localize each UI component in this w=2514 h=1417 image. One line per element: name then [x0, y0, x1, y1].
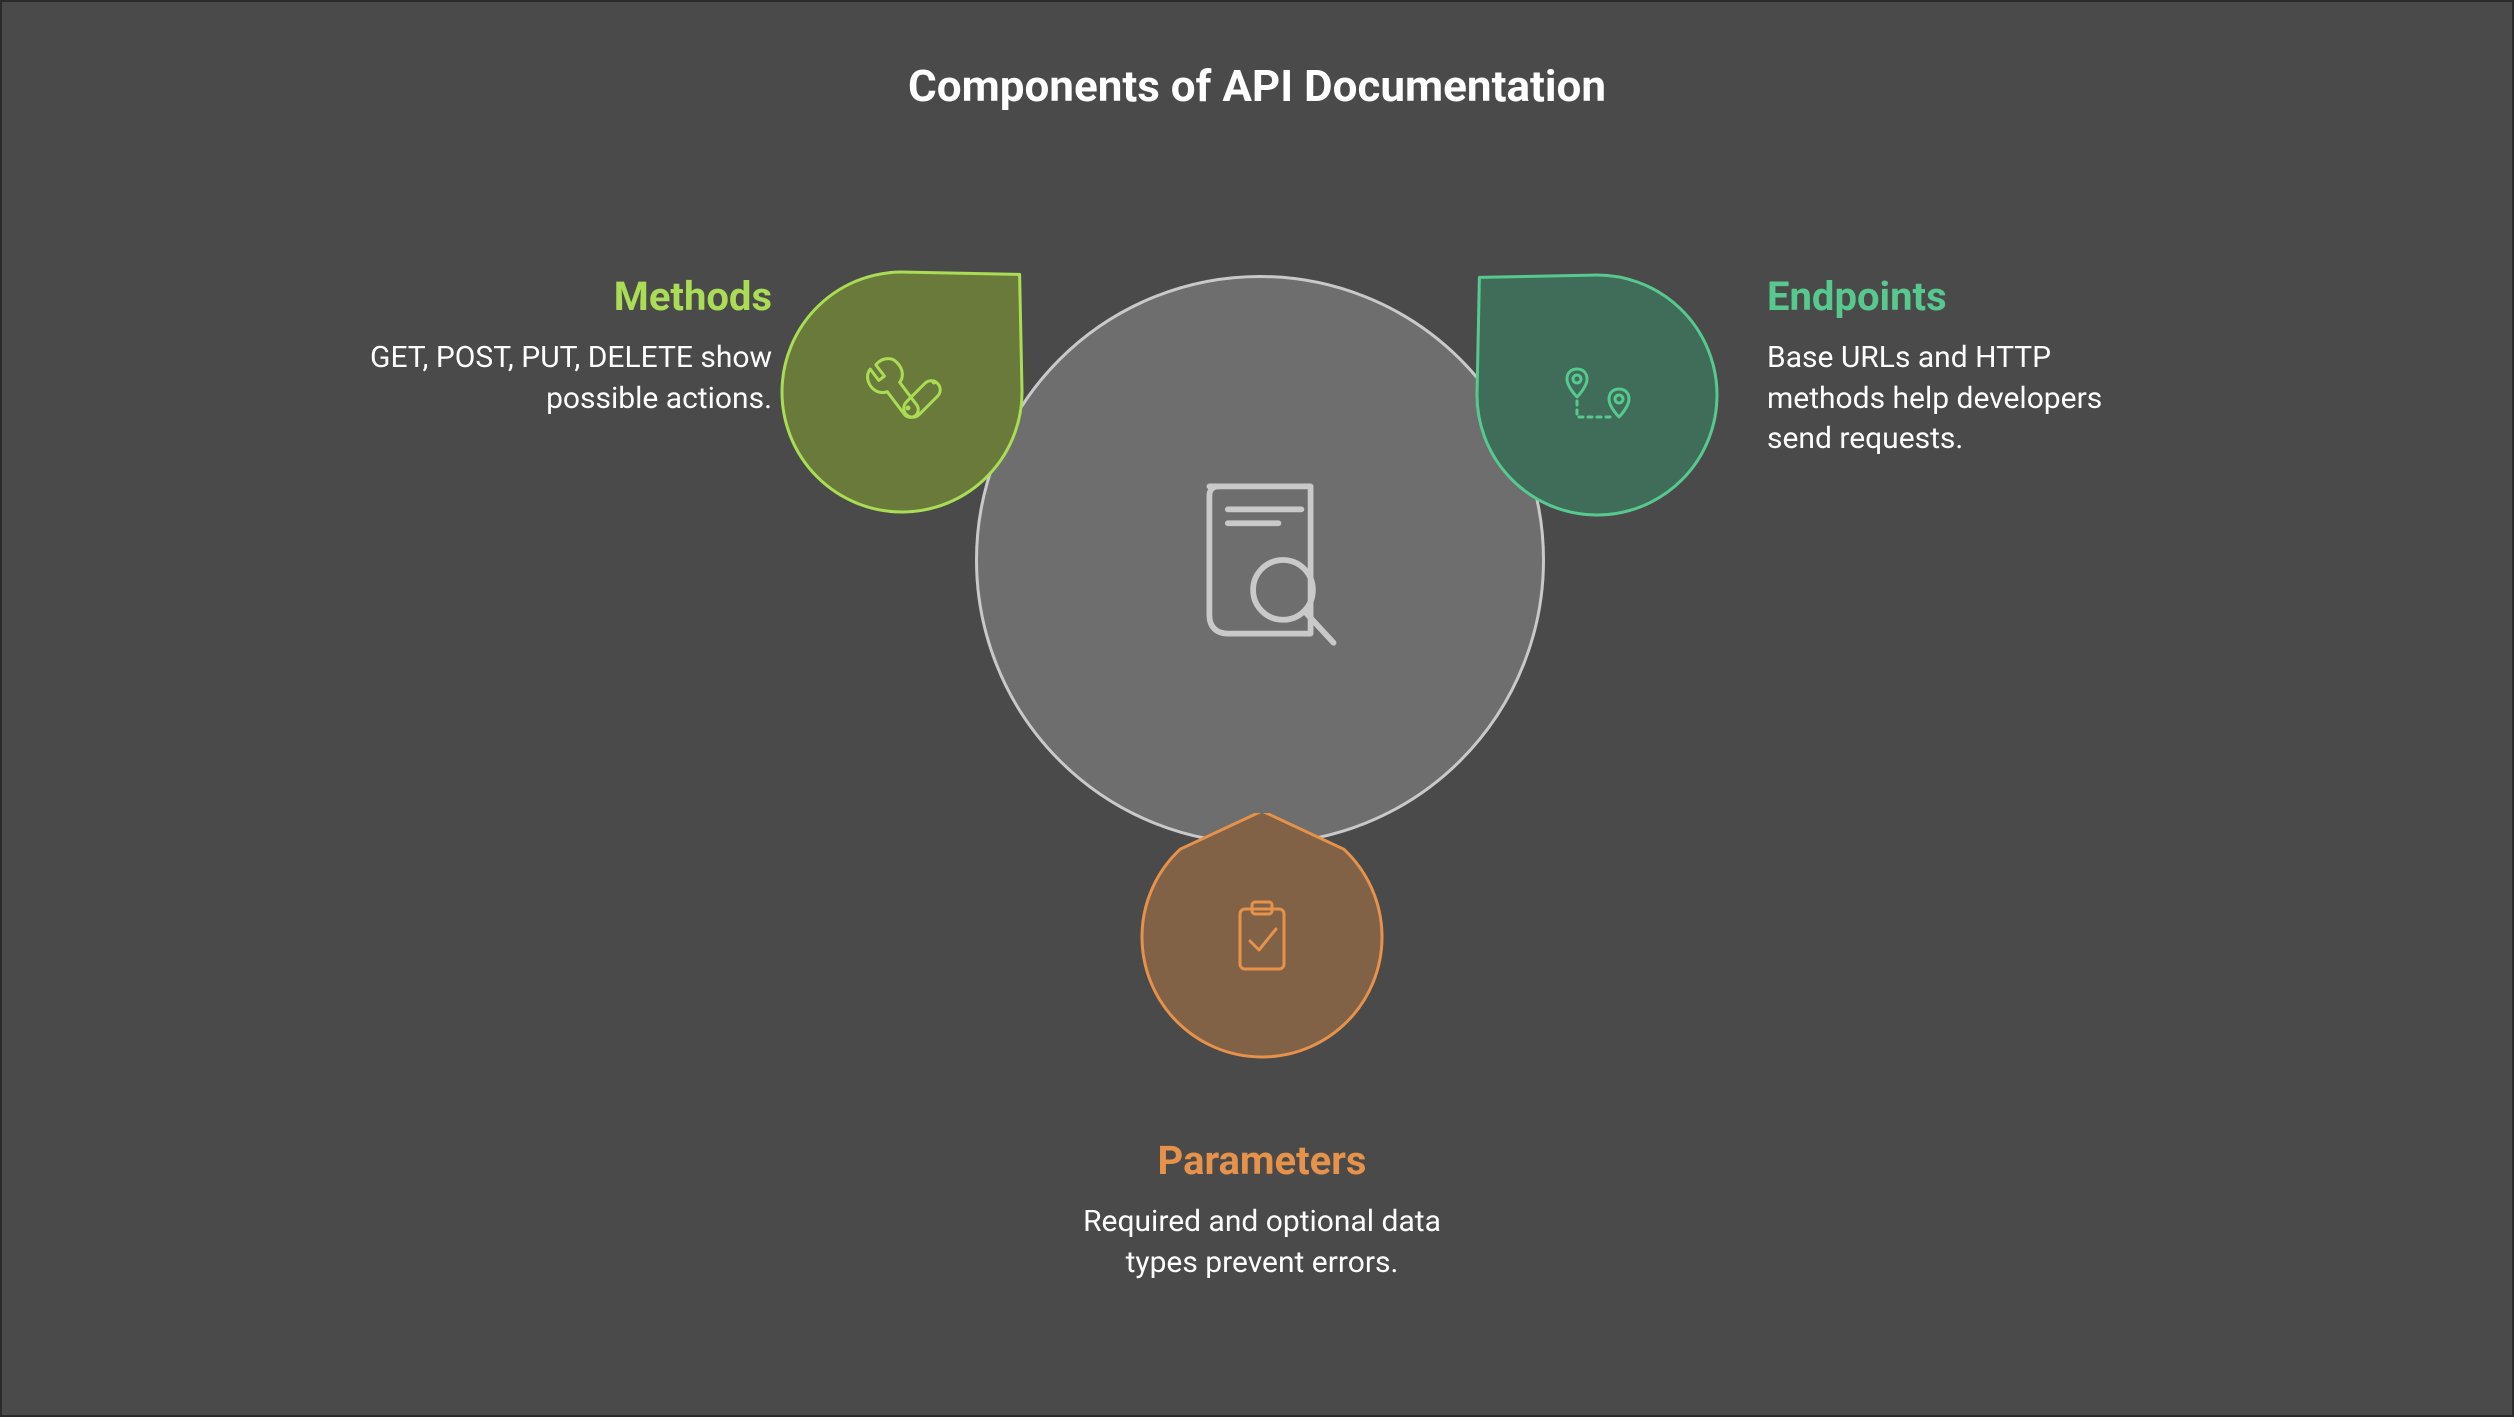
parameters-label: Parameters Required and optional data ty…	[1052, 1137, 1472, 1283]
parameters-desc: Required and optional data types prevent…	[1052, 1202, 1472, 1283]
page-title: Components of API Documentation	[2, 60, 2512, 112]
parameters-title: Parameters	[1052, 1137, 1472, 1184]
book-search-icon	[1145, 445, 1375, 675]
center-circle	[975, 275, 1545, 845]
endpoints-desc: Base URLs and HTTP methods help develope…	[1767, 338, 2112, 460]
endpoints-bubble	[1473, 271, 1721, 519]
methods-title: Methods	[342, 273, 772, 320]
endpoints-title: Endpoints	[1767, 273, 2112, 320]
methods-label: Methods GET, POST, PUT, DELETE show poss…	[342, 273, 772, 419]
methods-bubble	[778, 268, 1026, 516]
endpoints-label: Endpoints Base URLs and HTTP methods hel…	[1767, 273, 2112, 460]
parameters-bubble	[1138, 813, 1386, 1061]
methods-desc: GET, POST, PUT, DELETE show possible act…	[342, 338, 772, 419]
